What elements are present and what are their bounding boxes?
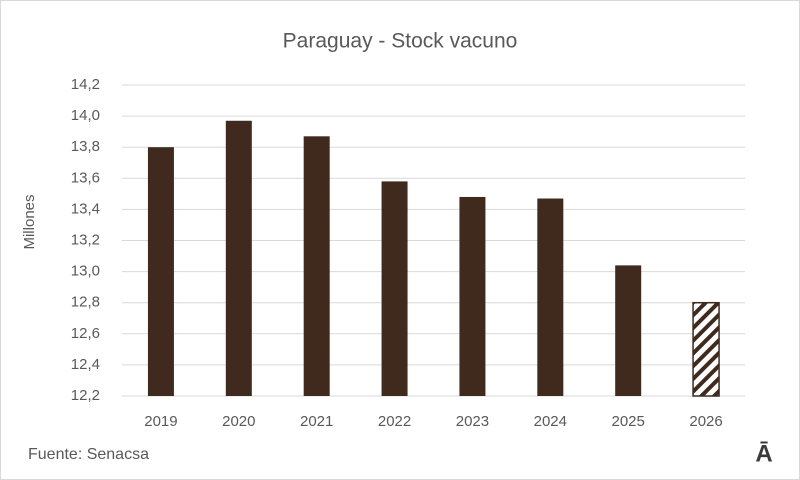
bar <box>147 147 174 396</box>
x-tick-label: 2020 <box>222 413 255 430</box>
y-tick-label: 13,6 <box>71 169 100 186</box>
y-axis-label: Millones <box>21 194 38 249</box>
bar <box>303 136 330 396</box>
y-tick-label: 12,8 <box>71 294 100 311</box>
y-tick-label: 12,4 <box>71 356 100 373</box>
y-tick-label: 13,0 <box>71 263 100 280</box>
x-tick-label: 2026 <box>689 413 722 430</box>
y-tick-label: 14,0 <box>71 107 100 124</box>
x-tick-label: 2021 <box>300 413 333 430</box>
source-note: Fuente: Senacsa <box>28 446 149 463</box>
y-tick-label: 14,2 <box>71 76 100 93</box>
bar <box>459 196 486 396</box>
bar <box>381 181 408 396</box>
y-tick-label: 12,6 <box>71 325 100 342</box>
bar <box>692 301 720 397</box>
chart-title: Paraguay - Stock vacuno <box>283 30 518 53</box>
x-tick-label: 2023 <box>456 413 489 430</box>
bar <box>537 198 564 396</box>
y-tick-label: 13,4 <box>71 200 100 217</box>
x-tick-label: 2019 <box>144 413 177 430</box>
bar <box>615 265 642 396</box>
x-tick-label: 2024 <box>534 413 567 430</box>
y-tick-label: 13,8 <box>71 138 100 155</box>
logo: Ā <box>755 440 772 467</box>
x-tick-label: 2022 <box>378 413 411 430</box>
x-tick-label: 2025 <box>612 413 645 430</box>
y-tick-label: 13,2 <box>71 231 100 248</box>
y-tick-label: 12,2 <box>71 387 100 404</box>
bar <box>225 120 252 396</box>
